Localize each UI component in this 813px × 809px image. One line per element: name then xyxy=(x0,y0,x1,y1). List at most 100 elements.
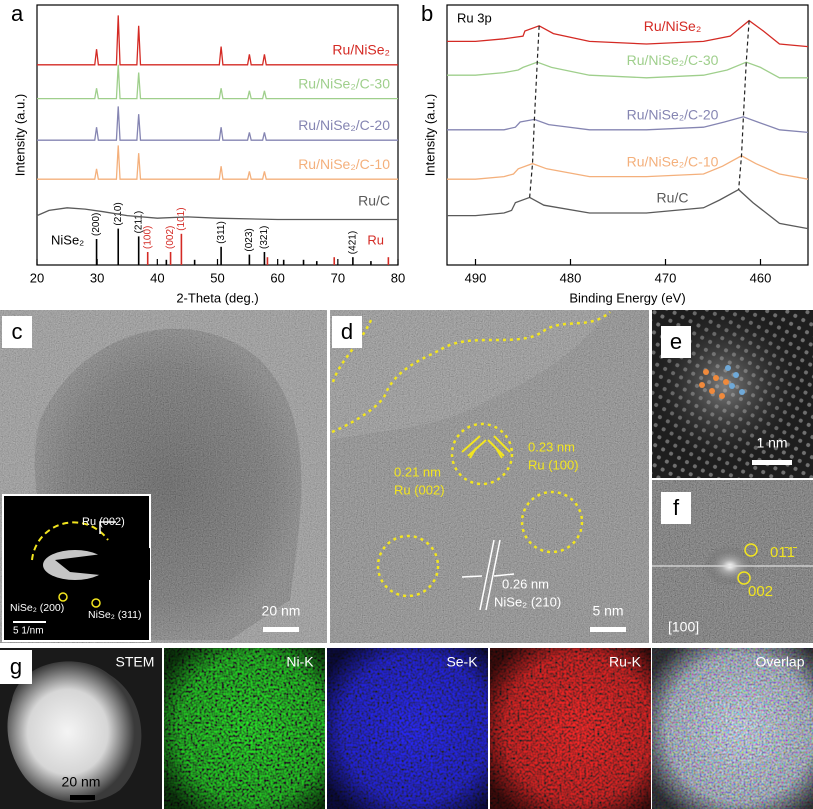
annotation: Ru (100) xyxy=(528,457,579,472)
panel-label: b xyxy=(421,1,433,26)
series-label: Ru/NiSe₂/C-20 xyxy=(627,107,719,123)
charts: 20 30 40 50 60 70 80 2-Theta (deg.) Intensity (a… xyxy=(11,1,809,306)
scale-bar xyxy=(70,795,95,800)
spot-marker xyxy=(58,592,68,602)
leader xyxy=(99,521,116,534)
series-label: Ru/NiSe₂ xyxy=(644,18,702,34)
panel-label: d xyxy=(341,319,353,344)
scale-label: 5 1/nm xyxy=(13,626,44,637)
lattice-marks xyxy=(461,539,515,611)
series-label: Ru/NiSe₂/C-10 xyxy=(298,156,390,172)
annotation: Ru (002) xyxy=(82,516,125,528)
reference-label: (101) xyxy=(176,207,187,230)
annotation: 0.26 nm xyxy=(502,576,549,591)
x-tick-label: 70 xyxy=(331,270,345,285)
map-label: STEM xyxy=(116,654,155,670)
map-label: Overlap xyxy=(755,654,804,670)
stem-particle xyxy=(7,661,142,803)
map-vignette xyxy=(164,648,325,809)
series-label: Ru/C xyxy=(657,190,689,206)
reference-label: (421) xyxy=(348,231,359,254)
panel-label: e xyxy=(670,329,682,354)
annotation: NiSe₂ (311) xyxy=(88,609,141,621)
series-label: Ru/NiSe₂/C-10 xyxy=(627,153,719,169)
x-tick-label: 50 xyxy=(210,270,224,285)
saed-ring xyxy=(31,521,109,561)
annotation: Ru (002) xyxy=(394,482,445,497)
y-axis-title: Intensity (a.u.) xyxy=(12,94,27,176)
reference-label: (023) xyxy=(244,228,255,251)
series-label: Ru/C xyxy=(358,192,390,208)
atom-overlay xyxy=(699,365,745,399)
reference-label: (200) xyxy=(91,213,102,236)
x-axis-title: 2-Theta (deg.) xyxy=(176,290,258,305)
peak-guide xyxy=(529,25,540,198)
panel-label-box xyxy=(332,316,362,348)
scale-bar xyxy=(590,627,626,632)
reference-label: (321) xyxy=(259,226,270,249)
boundary xyxy=(331,317,374,383)
x-tick-label: 40 xyxy=(150,270,164,285)
series-line xyxy=(37,145,398,180)
panel-label-box xyxy=(661,492,691,524)
plot-frame xyxy=(446,4,809,266)
reference-label: (002) xyxy=(165,226,176,249)
scale-label: 20 nm xyxy=(262,603,301,619)
annotation: NiSe₂ (200) xyxy=(10,602,64,614)
series-label: Ru/NiSe₂/C-20 xyxy=(298,117,390,133)
scale-label: 20 nm xyxy=(62,774,101,790)
series-line xyxy=(447,19,809,48)
series-line xyxy=(37,64,398,100)
series-line xyxy=(36,207,398,221)
series-line xyxy=(37,106,398,141)
reference-name: Ru xyxy=(367,232,384,247)
annotation: 0.21 nm xyxy=(394,464,441,479)
map-vignette xyxy=(652,648,813,809)
panel-label: f xyxy=(673,495,680,520)
annotation: 002 xyxy=(748,583,773,600)
x-tick-label: 20 xyxy=(30,270,44,285)
panel-label-box xyxy=(2,316,32,348)
annotation: 01̄1̄ xyxy=(770,544,797,561)
annotation: [100] xyxy=(668,619,699,635)
reference-label: (100) xyxy=(142,226,153,249)
panel-f: 01̄1̄ 002 [100] f xyxy=(652,480,813,643)
region-circle xyxy=(450,422,514,486)
series-line xyxy=(447,155,809,180)
x-tick-label: 480 xyxy=(560,270,582,285)
series-label: Ru/NiSe₂ xyxy=(332,42,390,58)
tem-grain xyxy=(330,310,649,643)
series-line xyxy=(447,188,809,230)
panel-c: c Ru (002) NiSe₂ (200) NiSe₂ (311) 5 1/n… xyxy=(0,310,327,643)
boundary xyxy=(331,311,611,434)
chart: 20 30 40 50 60 70 80 2-Theta (deg.) Intensity (a… xyxy=(11,1,405,306)
x-tick-label: 470 xyxy=(655,270,677,285)
scale-label: 5 nm xyxy=(592,603,623,619)
panel-e: 1 nm e xyxy=(652,310,813,478)
scale-bar xyxy=(752,460,792,465)
annotation: Ru 3p xyxy=(457,10,492,25)
panel-d: 0.21 nm Ru (002) 0.23 nm Ru (100) 0.26 n… xyxy=(330,310,649,643)
x-tick-label: 60 xyxy=(270,270,284,285)
x-tick-label: 30 xyxy=(90,270,104,285)
scale-label: 1 nm xyxy=(756,435,787,451)
series-label: Ru/NiSe₂/C-30 xyxy=(627,52,719,68)
series-line xyxy=(447,61,808,79)
panel-g: STEM Ni-K Se-K Ru-K Overlap 20 nm g xyxy=(0,648,813,809)
spot-marker xyxy=(737,571,751,585)
map-label: Se-K xyxy=(446,654,478,670)
map-vignette xyxy=(490,648,651,809)
panel-label: g xyxy=(10,654,22,679)
panel-label: c xyxy=(12,319,23,344)
x-tick-label: 460 xyxy=(750,270,772,285)
series-line xyxy=(447,116,809,134)
y-axis-title: Intensity (a.u.) xyxy=(422,94,437,176)
panel-label-box xyxy=(0,650,32,684)
panel-label: a xyxy=(11,1,24,26)
spot-marker xyxy=(744,543,758,557)
series-label: Ru/NiSe₂/C-30 xyxy=(298,75,390,91)
region-circle xyxy=(376,534,440,598)
x-tick-label: 80 xyxy=(391,270,405,285)
region-circle xyxy=(520,490,584,554)
